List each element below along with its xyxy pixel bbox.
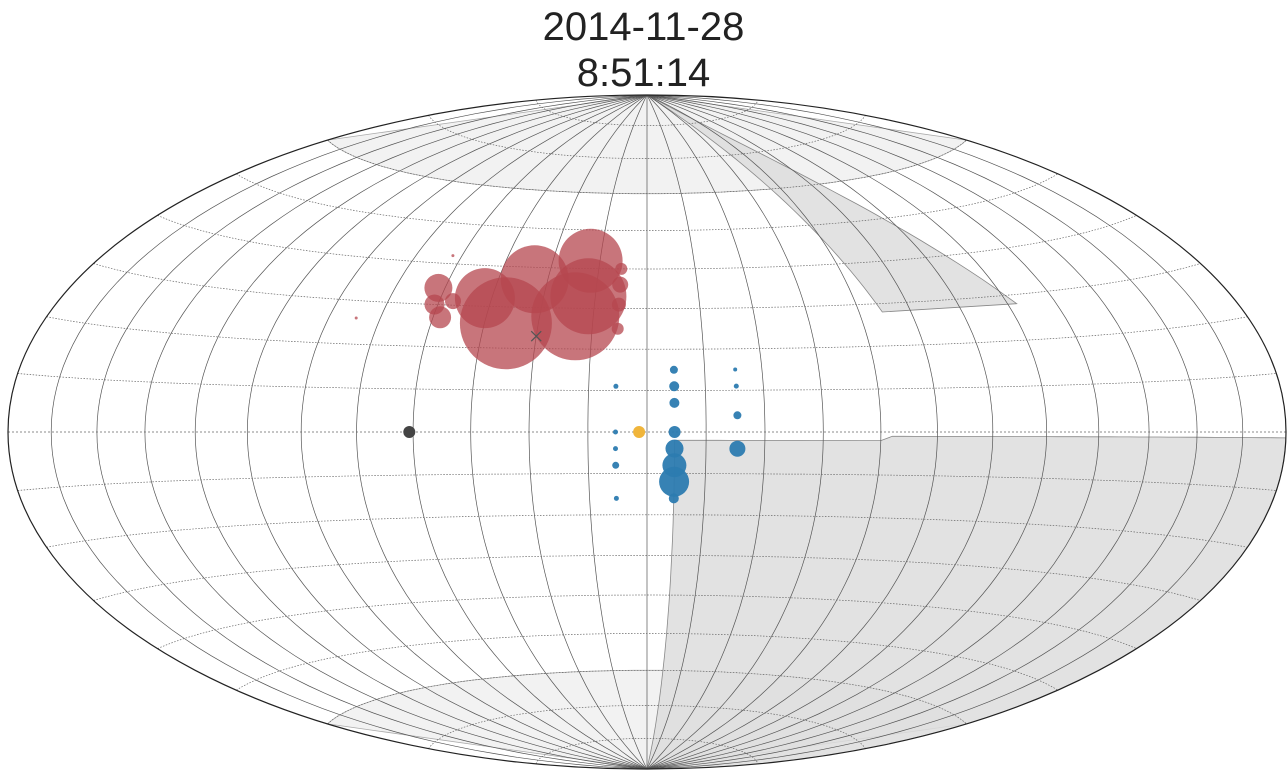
parallel-line — [535, 99, 759, 127]
data-point — [424, 294, 445, 315]
parallel-line — [17, 473, 1277, 491]
meridian-line — [646, 95, 707, 769]
data-point — [669, 397, 680, 408]
data-point — [612, 276, 629, 293]
title-date: 2014-11-28 — [542, 5, 745, 49]
data-point — [445, 293, 461, 310]
meridian-line — [646, 95, 1048, 769]
parallel-line — [236, 633, 1058, 691]
data-point — [424, 273, 453, 302]
data-point — [613, 495, 619, 501]
chart-title: 2014-11-28 8:51:14 — [0, 4, 1287, 96]
parallel-line — [157, 215, 1137, 270]
data-point — [733, 411, 742, 420]
data-point — [613, 429, 618, 435]
parallel-line — [157, 594, 1137, 649]
data-point — [613, 446, 618, 452]
meridian-line — [646, 95, 1244, 769]
title-time: 8:51:14 — [576, 51, 711, 95]
map-outline — [7, 94, 1287, 770]
data-point — [550, 258, 627, 335]
parallel-line — [93, 555, 1201, 601]
data-point — [733, 383, 739, 389]
parallel-line — [93, 263, 1201, 309]
cross-stroke — [530, 330, 542, 342]
data-point — [665, 439, 684, 458]
parallel-line — [535, 737, 759, 765]
data-point — [454, 268, 515, 329]
parallel-line — [327, 669, 967, 725]
data-markers — [354, 228, 746, 504]
parallel-line — [17, 373, 1277, 391]
data-point — [612, 461, 620, 469]
data-point — [729, 440, 746, 457]
cross-marker — [530, 330, 542, 342]
shade-region-southeast — [646, 435, 1286, 769]
data-point — [403, 426, 416, 438]
parallel-line — [327, 139, 967, 195]
data-point — [659, 466, 690, 497]
data-point — [611, 322, 624, 335]
data-point — [613, 383, 619, 389]
data-point — [668, 493, 679, 504]
graticule — [8, 95, 1286, 769]
meridian-line — [470, 95, 648, 769]
data-point — [669, 365, 678, 374]
parallel-line — [236, 173, 1058, 231]
data-point — [611, 297, 626, 312]
data-point — [733, 367, 738, 372]
data-point — [633, 426, 646, 438]
data-point — [451, 254, 455, 258]
data-point — [668, 426, 681, 438]
data-point — [669, 381, 680, 392]
data-point — [354, 316, 358, 320]
data-point — [615, 262, 628, 275]
